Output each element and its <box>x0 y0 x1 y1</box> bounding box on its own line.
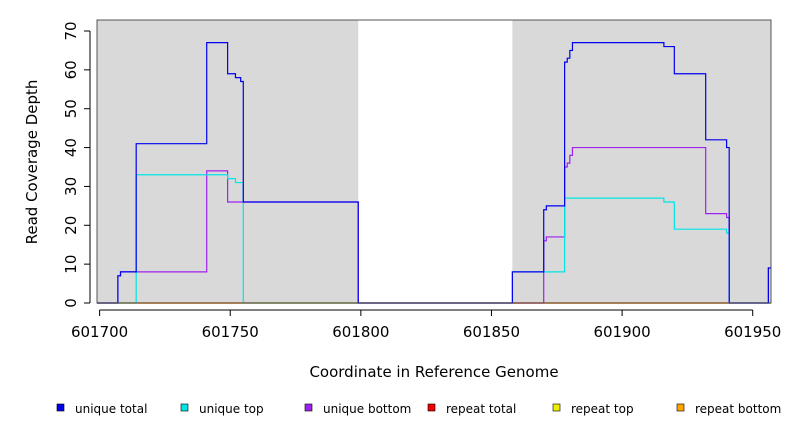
series-unique-total <box>97 42 771 304</box>
legend-item-repeat-bottom: repeat bottom <box>676 402 781 416</box>
legend-item-unique-bottom: unique bottom <box>304 402 411 416</box>
y-axis: 0 10 20 30 40 50 60 70 <box>62 21 91 308</box>
legend: unique total unique top unique bottom repea… <box>56 402 781 416</box>
plot-background <box>97 20 771 303</box>
x-tick-label: 601900 <box>593 323 650 341</box>
y-tick-label: 10 <box>62 255 80 274</box>
y-axis-label: Read Coverage Depth <box>23 80 41 245</box>
legend-label: unique bottom <box>323 402 411 416</box>
legend-item-repeat-top: repeat top <box>552 402 634 416</box>
x-axis-label: Coordinate in Reference Genome <box>309 363 558 381</box>
x-tick-label: 601950 <box>724 323 781 341</box>
legend-swatch <box>304 403 313 412</box>
legend-label: unique top <box>199 402 264 416</box>
x-axis: 601700 601750 601800 601850 601900 601950 <box>71 309 781 341</box>
x-tick-label: 601800 <box>332 323 389 341</box>
x-tick-label: 601750 <box>202 323 259 341</box>
y-tick-label: 60 <box>62 60 80 79</box>
legend-item-unique-top: unique top <box>180 402 264 416</box>
y-tick-label: 30 <box>62 177 80 196</box>
legend-swatch <box>180 403 189 412</box>
legend-label: unique total <box>75 402 147 416</box>
legend-item-repeat-total: repeat total <box>427 402 516 416</box>
plot-border <box>96 19 772 304</box>
legend-item-unique-total: unique total <box>56 402 147 416</box>
legend-label: repeat total <box>446 402 516 416</box>
legend-label: repeat bottom <box>695 402 781 416</box>
y-tick-label: 0 <box>62 298 80 308</box>
y-tick-label: 40 <box>62 138 80 157</box>
legend-swatch <box>56 403 65 412</box>
y-tick-label: 20 <box>62 216 80 235</box>
legend-swatch <box>427 403 436 412</box>
legend-label: repeat top <box>571 402 634 416</box>
x-tick-label: 601850 <box>463 323 520 341</box>
shaded-region-2 <box>512 20 771 303</box>
legend-swatch <box>552 403 561 412</box>
x-tick-label: 601700 <box>71 323 128 341</box>
y-tick-label: 70 <box>62 21 80 40</box>
y-tick-label: 50 <box>62 99 80 118</box>
legend-swatch <box>676 403 685 412</box>
